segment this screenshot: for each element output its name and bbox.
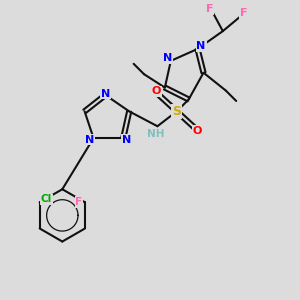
Text: N: N [85,135,94,145]
Text: F: F [206,4,213,14]
Text: N: N [101,88,110,98]
Text: N: N [163,53,172,64]
Text: F: F [240,8,247,18]
Text: N: N [196,41,206,51]
Text: Cl: Cl [40,194,52,204]
Text: N: N [122,135,131,145]
Text: O: O [151,86,160,96]
Text: O: O [193,126,202,136]
Text: NH: NH [147,129,165,139]
Text: S: S [172,105,181,118]
Text: F: F [76,197,82,207]
